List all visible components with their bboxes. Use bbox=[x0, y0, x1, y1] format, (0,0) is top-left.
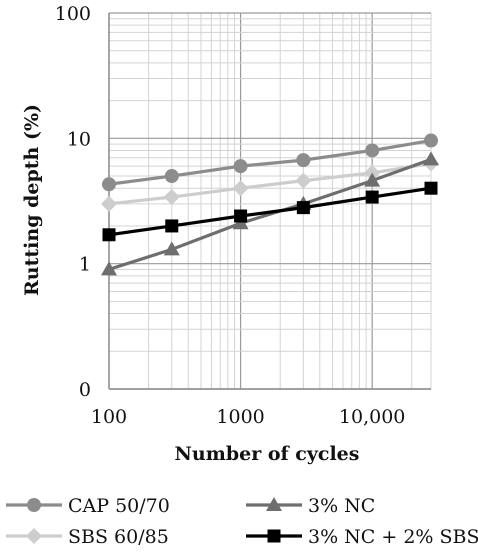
data-point bbox=[364, 172, 381, 187]
series bbox=[101, 133, 439, 276]
data-point bbox=[163, 241, 180, 256]
x-axis-title: Number of cycles bbox=[175, 443, 360, 465]
legend-item: SBS 60/85 bbox=[6, 526, 169, 548]
data-point bbox=[233, 159, 248, 174]
series-line bbox=[108, 138, 432, 186]
axes bbox=[108, 13, 431, 390]
x-tick-label: 1000 bbox=[216, 406, 264, 428]
legend-item: 3% NC bbox=[246, 495, 375, 517]
data-point bbox=[296, 153, 311, 168]
data-point bbox=[102, 177, 116, 192]
series-0 bbox=[102, 133, 438, 192]
data-point bbox=[365, 190, 379, 204]
y-tick-label: 0 bbox=[79, 379, 91, 401]
data-point bbox=[295, 172, 312, 189]
legend-item: 3% NC + 2% SBS bbox=[246, 526, 478, 548]
legend: CAP 50/70 3% NC SBS 60/85 3% NC + 2% SBS bbox=[6, 495, 478, 548]
data-point bbox=[296, 201, 310, 215]
series-3 bbox=[102, 181, 438, 242]
y-tick-label: 1 bbox=[79, 254, 91, 276]
data-point bbox=[165, 219, 179, 233]
legend-marker bbox=[26, 528, 42, 544]
x-tick-label: 10,000 bbox=[339, 406, 405, 428]
y-tick-label: 100 bbox=[55, 3, 91, 25]
series-line bbox=[108, 161, 432, 206]
legend-marker bbox=[266, 497, 282, 511]
tick-labels: 100 1000 10,000 0 1 10 100 bbox=[55, 3, 406, 428]
legend-label: 3% NC + 2% SBS bbox=[308, 526, 478, 548]
legend-label: 3% NC bbox=[308, 495, 375, 517]
grid bbox=[108, 12, 432, 390]
data-point bbox=[164, 169, 179, 184]
data-point bbox=[101, 195, 117, 212]
y-tick-label: 10 bbox=[67, 128, 91, 150]
legend-label: SBS 60/85 bbox=[68, 526, 169, 548]
y-axis-title: Rutting depth (%) bbox=[21, 104, 43, 296]
series-line bbox=[108, 157, 432, 271]
legend-label: CAP 50/70 bbox=[68, 495, 170, 517]
legend-marker bbox=[267, 529, 281, 543]
legend-marker bbox=[27, 498, 41, 512]
data-point bbox=[163, 189, 180, 206]
data-point bbox=[232, 180, 249, 197]
legend-item: CAP 50/70 bbox=[6, 495, 170, 517]
data-point bbox=[424, 181, 438, 195]
data-point bbox=[101, 261, 117, 276]
data-point bbox=[424, 133, 438, 148]
data-point bbox=[365, 143, 380, 158]
series-line bbox=[108, 186, 432, 237]
data-point bbox=[234, 209, 248, 223]
data-point bbox=[102, 228, 116, 242]
data-point bbox=[423, 151, 439, 166]
x-tick-label: 100 bbox=[91, 406, 127, 428]
